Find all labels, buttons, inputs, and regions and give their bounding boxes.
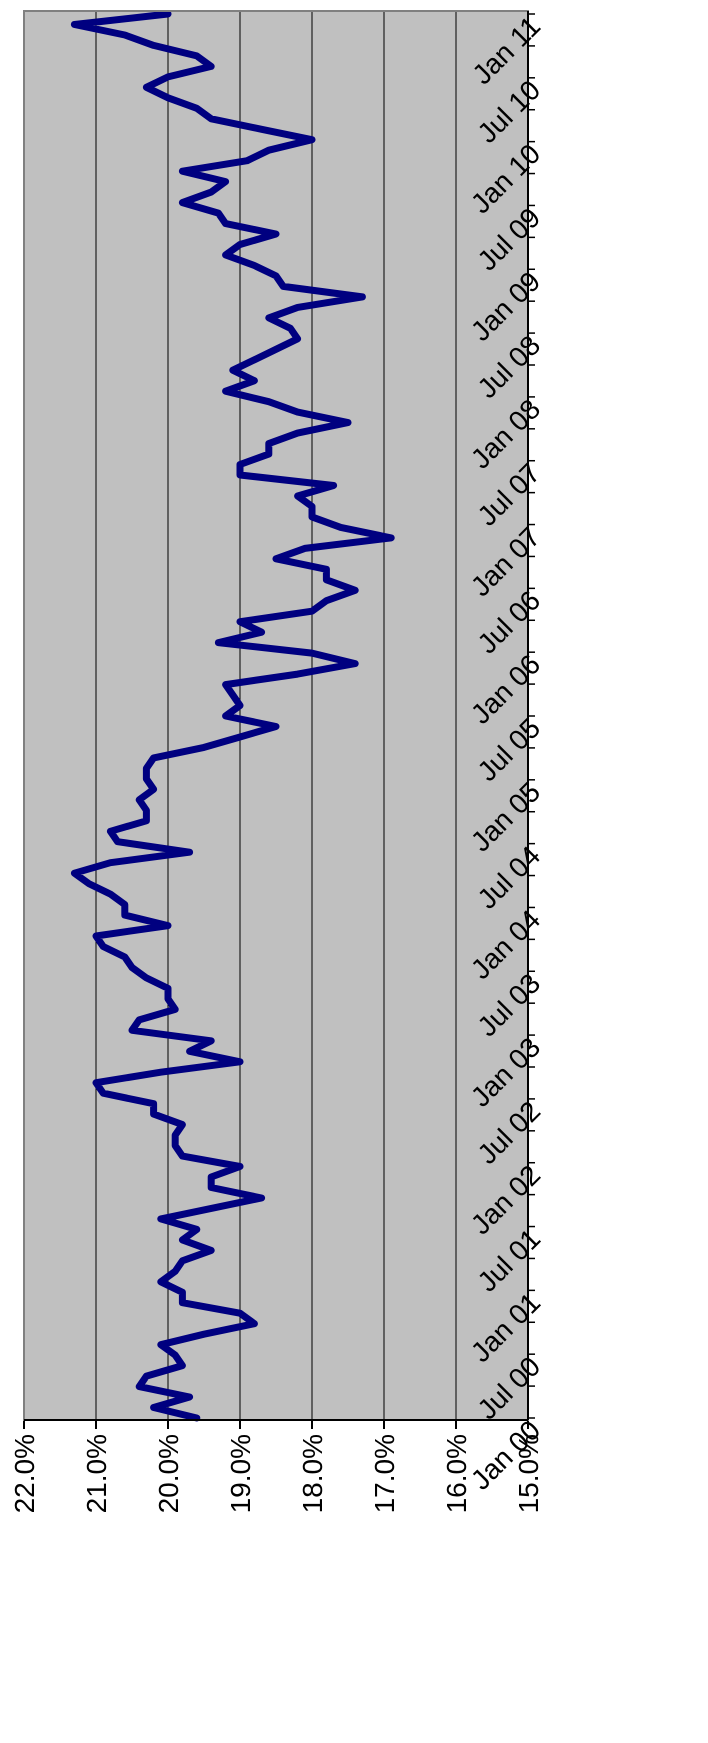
value-tick-label: 16.0% [441, 1434, 472, 1513]
series-line [70, 10, 395, 1422]
value-tick-label: 21.0% [81, 1434, 112, 1513]
value-tick-label: 17.0% [369, 1434, 400, 1513]
value-tick-label: 18.0% [297, 1434, 328, 1513]
date-axis-ticks [528, 13, 535, 1419]
value-tick-label: 22.0% [9, 1434, 40, 1513]
value-tick-label: 15.0% [513, 1434, 544, 1513]
plot-area [24, 11, 528, 1420]
value-axis-labels: 22.0% 21.0% 20.0% 19.0% 18.0% 17.0% 16.0% 15.0% [9, 1434, 544, 1513]
value-tick-label: 20.0% [153, 1434, 184, 1513]
value-tick-label: 19.0% [225, 1434, 256, 1513]
value-axis-ticks [23, 1420, 529, 1429]
